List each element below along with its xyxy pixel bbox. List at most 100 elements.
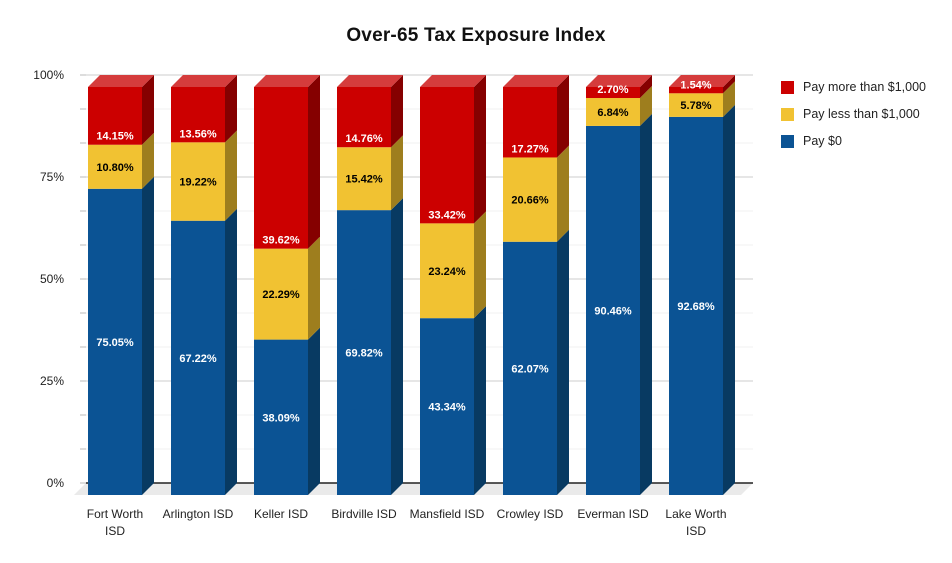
value-label: 23.24% xyxy=(428,266,466,278)
bar-segment[interactable] xyxy=(171,87,225,143)
bar-segment-side[interactable] xyxy=(640,75,652,99)
value-label: 14.15% xyxy=(96,131,134,143)
value-label: 38.09% xyxy=(262,412,300,424)
bar-segment-side[interactable] xyxy=(557,145,569,242)
bar-segment[interactable] xyxy=(586,98,640,126)
bar-segment-side[interactable] xyxy=(225,75,237,143)
bar-segment[interactable] xyxy=(420,223,474,319)
bar-segment[interactable] xyxy=(503,157,557,242)
bar-segment-top[interactable] xyxy=(669,75,735,87)
legend-color-swatch xyxy=(781,134,794,148)
bar-segment[interactable] xyxy=(88,144,142,189)
legend-label: Pay $0 xyxy=(803,134,842,148)
x-axis-label: Birdville ISD xyxy=(331,507,397,521)
chart-floor xyxy=(74,483,753,495)
bar-segment[interactable] xyxy=(337,87,391,148)
bar-segment-side[interactable] xyxy=(225,130,237,221)
bar-segment-side[interactable] xyxy=(391,198,403,495)
x-axis-label: Arlington ISD xyxy=(163,507,234,521)
legend-item-0[interactable]: Pay more than $1,000 xyxy=(781,80,926,94)
x-axis-label: Mansfield ISD xyxy=(410,507,485,521)
value-label: 15.42% xyxy=(345,174,383,186)
value-label: 6.84% xyxy=(597,107,628,119)
bar-segment[interactable] xyxy=(254,339,308,495)
bar-segment-top[interactable] xyxy=(586,75,652,87)
bar-segment-side[interactable] xyxy=(640,86,652,126)
x-axis-label: Crowley ISD xyxy=(497,507,564,521)
bar-segment-side[interactable] xyxy=(474,211,486,319)
bar-segment-side[interactable] xyxy=(142,176,154,495)
x-axis-label: ISD xyxy=(686,524,706,538)
value-label: 17.27% xyxy=(511,143,549,155)
value-label: 92.68% xyxy=(677,301,715,313)
bar-segment[interactable] xyxy=(669,93,723,117)
bar-segment[interactable] xyxy=(669,116,723,495)
value-label: 5.78% xyxy=(680,100,711,112)
value-label: 75.05% xyxy=(96,337,134,349)
bar-segment[interactable] xyxy=(254,248,308,340)
bar-segment-side[interactable] xyxy=(474,75,486,224)
bar-segment[interactable] xyxy=(503,87,557,158)
bar-segment-side[interactable] xyxy=(308,327,320,495)
y-axis-label: 100% xyxy=(33,68,64,82)
x-axis-label: Everman ISD xyxy=(577,507,649,521)
legend-color-swatch xyxy=(781,107,794,121)
bar-segment[interactable] xyxy=(420,87,474,224)
legend-label: Pay less than $1,000 xyxy=(803,107,920,121)
y-axis-label: 75% xyxy=(40,170,64,184)
y-axis-label: 0% xyxy=(47,476,65,490)
bar-segment-side[interactable] xyxy=(723,81,735,117)
value-label: 39.62% xyxy=(262,235,300,247)
bar-segment-top[interactable] xyxy=(420,75,486,87)
bar-segment[interactable] xyxy=(337,210,391,495)
bar-segment-top[interactable] xyxy=(503,75,569,87)
bar-segment-side[interactable] xyxy=(308,236,320,340)
bar-segment[interactable] xyxy=(171,142,225,221)
bar-segment-side[interactable] xyxy=(225,208,237,495)
value-label: 33.42% xyxy=(428,209,466,221)
value-label: 19.22% xyxy=(179,177,217,189)
bar-segment[interactable] xyxy=(254,87,308,249)
bar-segment[interactable] xyxy=(171,220,225,495)
bar-segment[interactable] xyxy=(586,125,640,495)
bar-segment-side[interactable] xyxy=(391,135,403,211)
bar-segment[interactable] xyxy=(669,87,723,94)
bar-segment[interactable] xyxy=(503,241,557,495)
value-label: 43.34% xyxy=(428,402,466,414)
value-label: 90.46% xyxy=(594,305,632,317)
bar-segment-side[interactable] xyxy=(142,75,154,145)
chart-title: Over-65 Tax Exposure Index xyxy=(346,25,606,46)
value-label: 1.54% xyxy=(680,79,711,91)
bar-segment-side[interactable] xyxy=(723,75,735,94)
bar-segment[interactable] xyxy=(88,87,142,145)
value-label: 22.29% xyxy=(262,289,300,301)
legend-color-swatch xyxy=(781,80,794,94)
bar-segment[interactable] xyxy=(88,188,142,495)
value-label: 14.76% xyxy=(345,133,383,145)
x-axis-label: Keller ISD xyxy=(254,507,308,521)
legend-item-2[interactable]: Pay $0 xyxy=(781,134,926,148)
bar-segment[interactable] xyxy=(337,147,391,211)
bar-segment-side[interactable] xyxy=(474,306,486,495)
bar-segment-top[interactable] xyxy=(254,75,320,87)
value-label: 62.07% xyxy=(511,363,549,375)
y-axis-label: 50% xyxy=(40,272,64,286)
bar-segment-side[interactable] xyxy=(391,75,403,148)
bar-segment-top[interactable] xyxy=(88,75,154,87)
x-axis-label: ISD xyxy=(105,524,125,538)
legend-item-1[interactable]: Pay less than $1,000 xyxy=(781,107,926,121)
x-axis-label: Fort Worth xyxy=(87,507,143,521)
bar-segment[interactable] xyxy=(420,318,474,495)
bar-segment[interactable] xyxy=(586,87,640,99)
bar-segment-side[interactable] xyxy=(142,132,154,189)
bar-segment-side[interactable] xyxy=(723,104,735,495)
bar-segment-side[interactable] xyxy=(640,113,652,495)
bar-segment-side[interactable] xyxy=(557,229,569,495)
bar-segment-top[interactable] xyxy=(337,75,403,87)
bar-segment-side[interactable] xyxy=(308,75,320,249)
value-label: 2.70% xyxy=(597,84,628,96)
bar-segment-top[interactable] xyxy=(171,75,237,87)
bar-segment-side[interactable] xyxy=(557,75,569,158)
